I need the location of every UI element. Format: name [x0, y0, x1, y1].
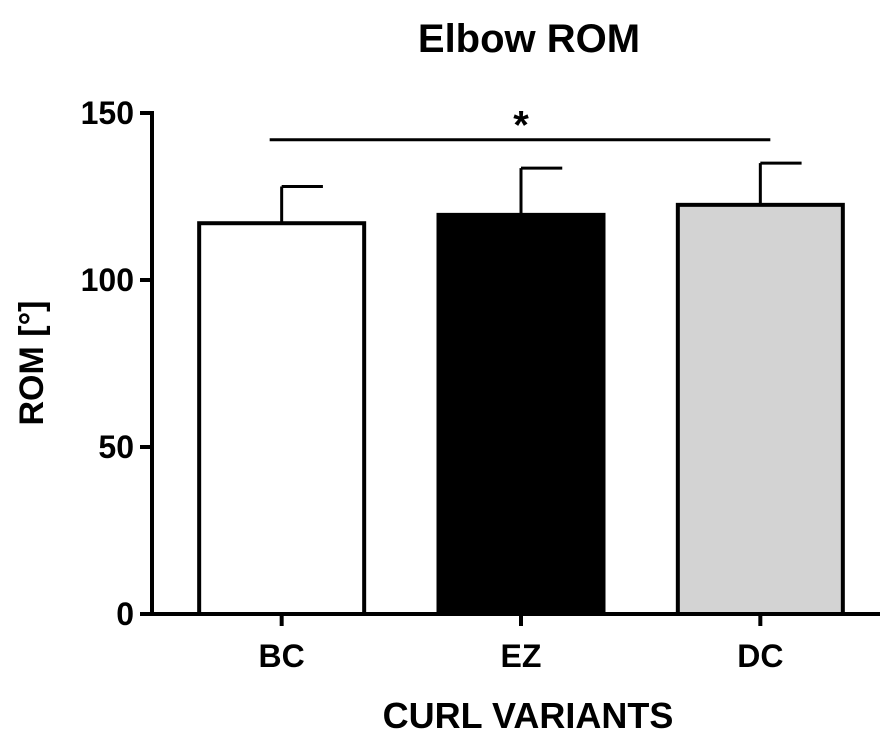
x-axis-label: CURL VARIANTS — [383, 695, 674, 729]
x-tick-label-ez: EZ — [501, 638, 542, 674]
x-tick-label-bc: BC — [259, 638, 305, 674]
bar-dc — [675, 202, 845, 616]
bar-ez — [436, 212, 606, 616]
y-tick-label-0: 0 — [116, 596, 134, 632]
significance-marker: * — [513, 104, 529, 148]
y-tick-label-100: 100 — [81, 262, 134, 298]
bar-bc — [197, 221, 367, 616]
y-axis-label: ROM [°] — [13, 300, 51, 425]
y-tick-label-50: 50 — [98, 429, 134, 465]
y-tick-label-150: 150 — [81, 95, 134, 131]
plot-area: BC EZ DC 0 50 100 150 * — [81, 95, 880, 674]
x-tick-label-dc: DC — [737, 638, 783, 674]
chart-title: Elbow ROM — [418, 17, 640, 61]
